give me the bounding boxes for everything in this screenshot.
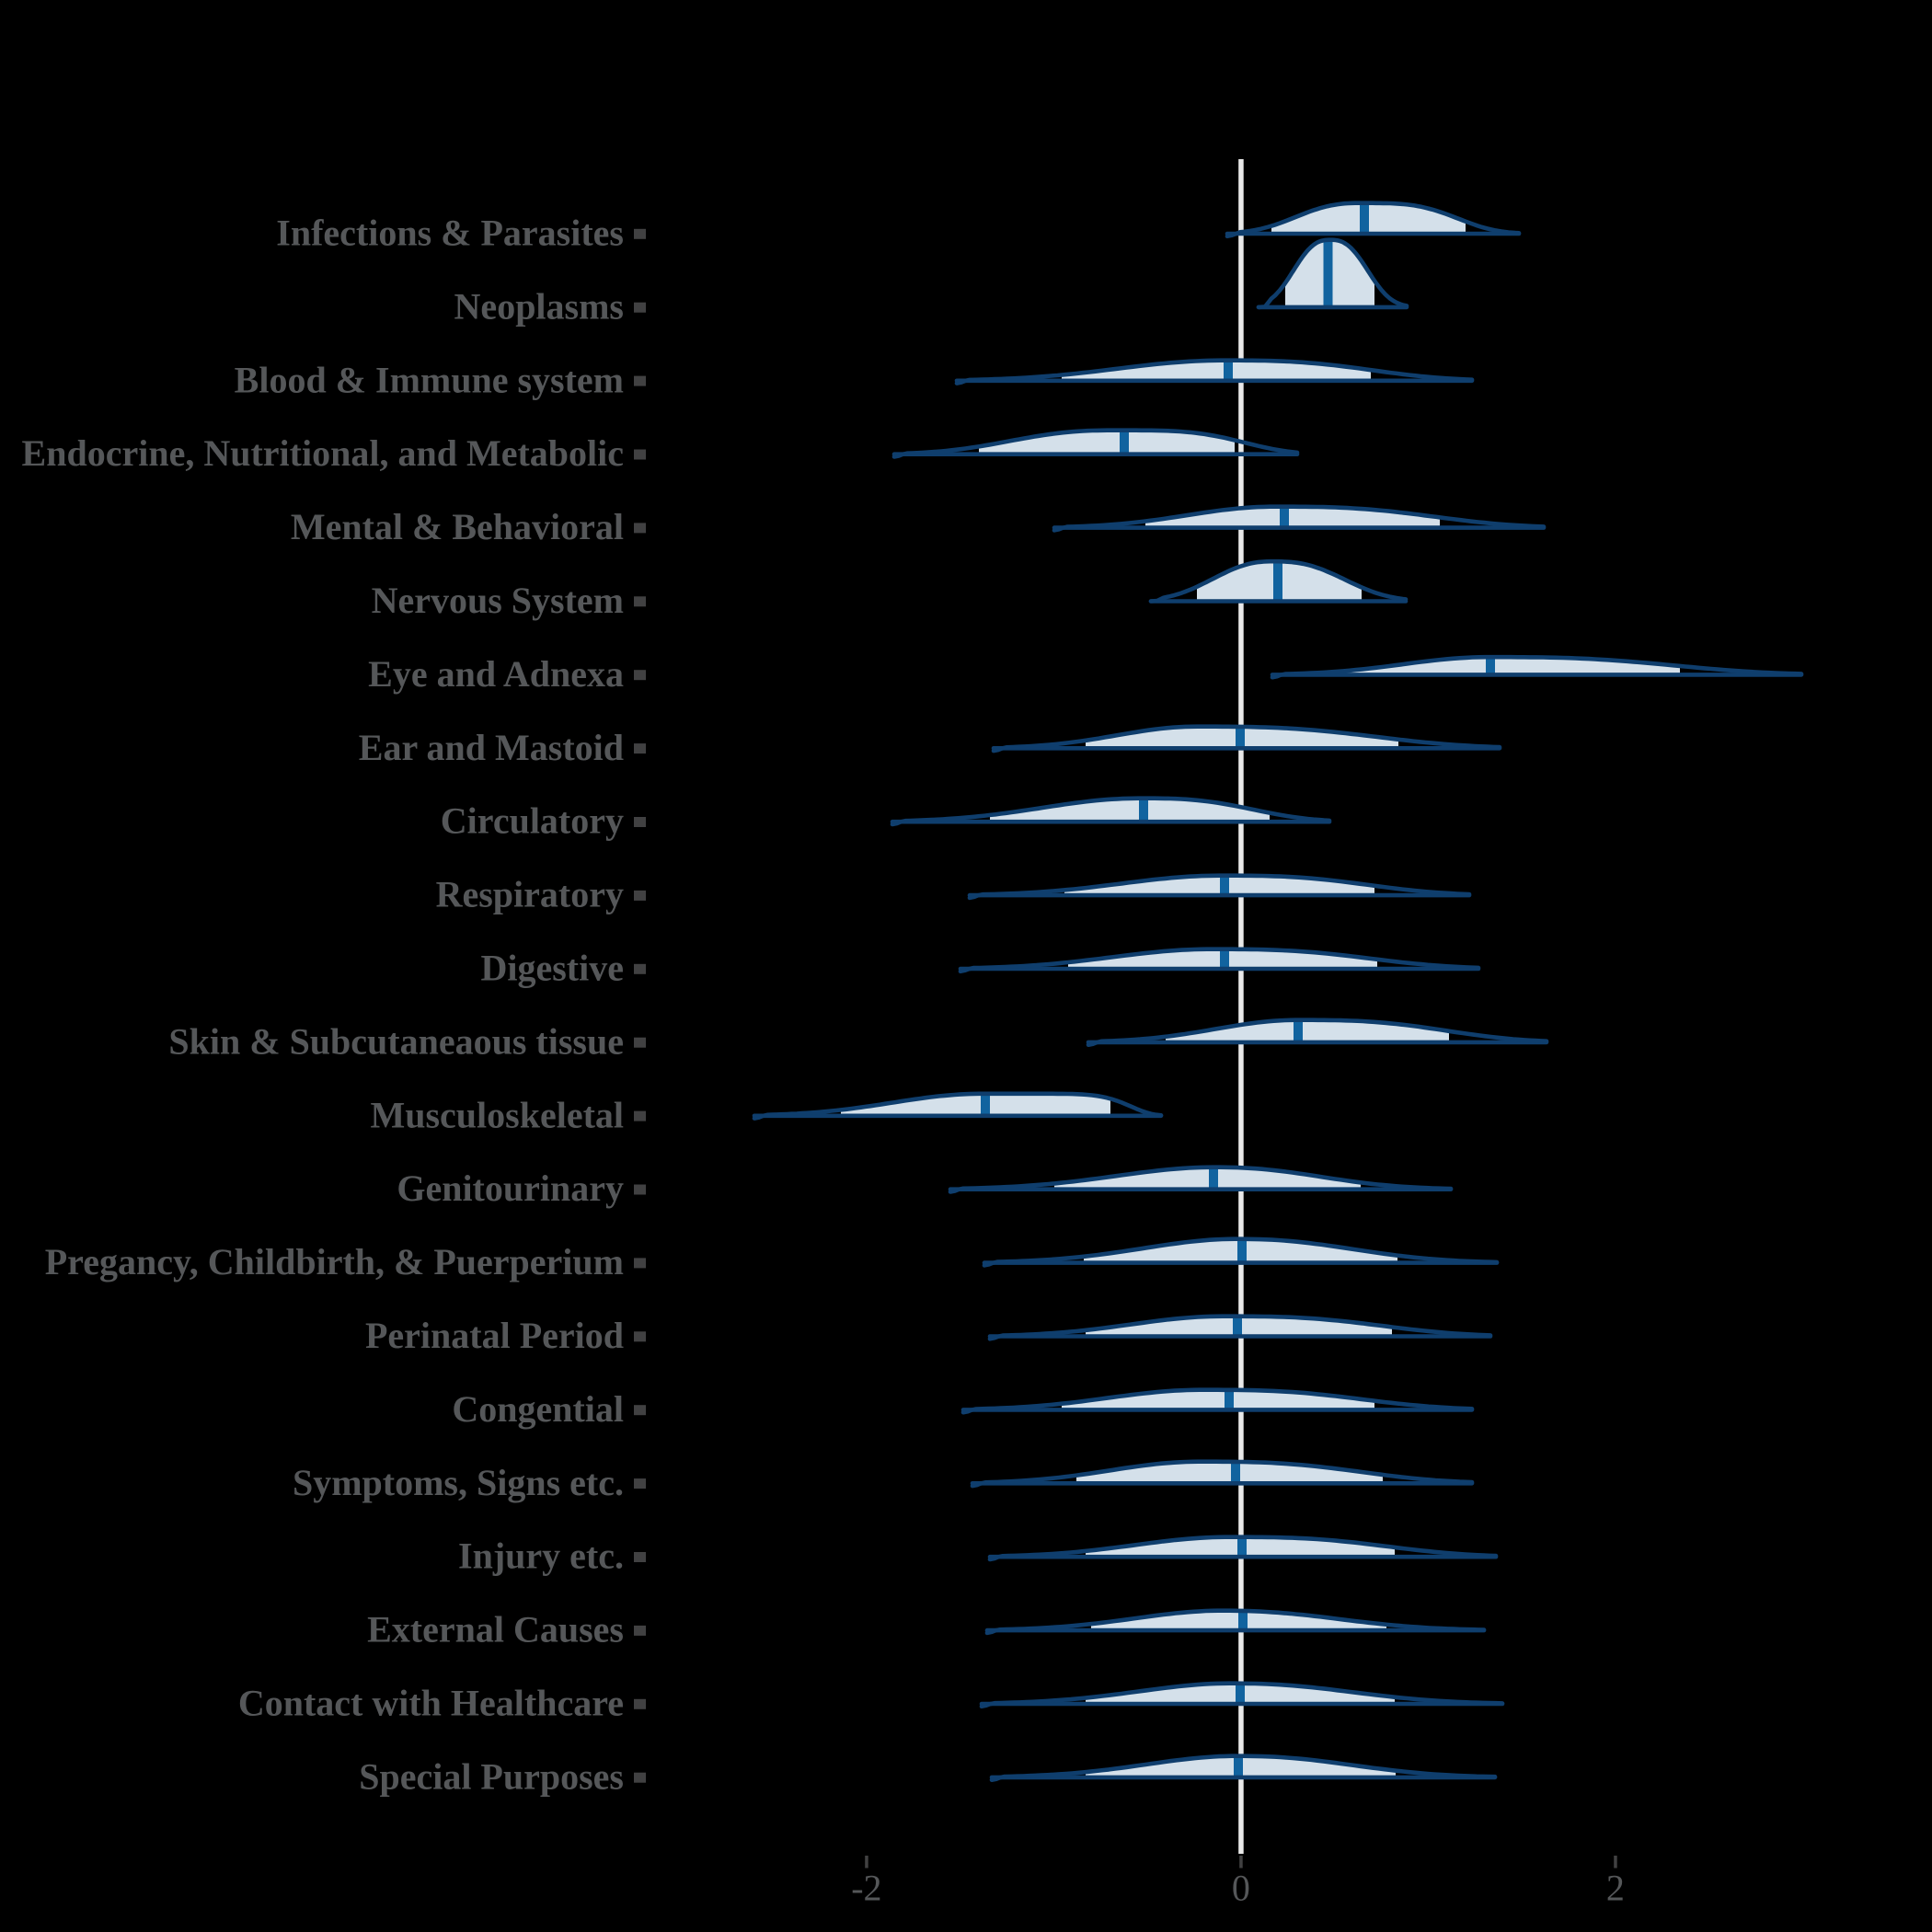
svg-text:Endocrine, Nutritional, and Me: Endocrine, Nutritional, and Metabolic [22,432,624,474]
svg-text:Skin & Subcutaneaous tissue: Skin & Subcutaneaous tissue [168,1020,624,1062]
svg-text:Ear and Mastoid: Ear and Mastoid [359,727,624,768]
svg-text:Pregancy, Childbirth, & Puerpe: Pregancy, Childbirth, & Puerperium [45,1241,624,1282]
svg-text:Musculoskeletal: Musculoskeletal [370,1094,624,1135]
svg-text:Neoplasms: Neoplasms [454,285,624,327]
svg-text:Perinatal Period: Perinatal Period [365,1315,624,1356]
svg-text:Respiratory: Respiratory [436,874,624,915]
svg-text:Injury etc.: Injury etc. [458,1535,624,1577]
svg-text:Genitourinary: Genitourinary [397,1167,624,1209]
svg-text:Nervous System: Nervous System [372,580,624,621]
svg-text:External Causes: External Causes [367,1609,624,1650]
svg-text:-2: -2 [851,1868,881,1909]
svg-text:Infections & Parasites: Infections & Parasites [276,213,624,254]
svg-text:Symptoms, Signs etc.: Symptoms, Signs etc. [293,1462,624,1503]
svg-text:0: 0 [1232,1868,1250,1909]
svg-text:Eye and Adnexa: Eye and Adnexa [368,653,624,695]
svg-text:Special Purposes: Special Purposes [359,1755,624,1797]
svg-text:Circulatory: Circulatory [441,800,624,842]
svg-text:Mental & Behavioral: Mental & Behavioral [291,506,624,547]
svg-text:Congential: Congential [452,1388,624,1430]
svg-text:2: 2 [1606,1868,1625,1909]
svg-text:Digestive: Digestive [480,948,624,989]
svg-text:Blood & Immune system: Blood & Immune system [235,359,624,400]
svg-text:Contact with Healthcare: Contact with Healthcare [238,1683,624,1724]
